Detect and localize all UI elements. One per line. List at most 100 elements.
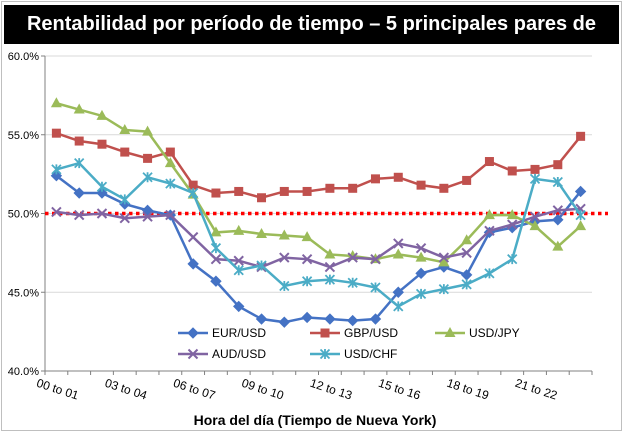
data-point-gbp-usd xyxy=(51,128,61,138)
legend: EUR/USD GBP/USD USD/JPY AUD/USD USD/CHF xyxy=(178,326,520,361)
x-tick-label: 12 to 13 xyxy=(308,376,354,403)
data-point-aud-usd xyxy=(119,213,130,224)
data-point-usd-jpy xyxy=(438,256,450,267)
chart-title: Rentabilidad por período de tiempo – 5 p… xyxy=(4,5,619,74)
data-point-gbp-usd xyxy=(257,193,267,203)
series-line-usd-jpy xyxy=(56,102,582,264)
x-tick-label: 09 to 10 xyxy=(240,376,286,403)
data-point-usd-chf xyxy=(51,164,62,175)
data-point-usd-jpy xyxy=(119,124,131,135)
x-axis-ticks: 00 to 01 03 to 04 06 to 07 09 to 10 12 to 13… xyxy=(35,371,593,403)
legend-item-gbp-usd: GBP/USD xyxy=(310,326,398,340)
series-line-eur-usd xyxy=(55,174,582,324)
y-tick-label: 60.0% xyxy=(8,51,39,63)
data-point-usd-jpy xyxy=(50,97,62,108)
data-point-usd-chf xyxy=(415,288,427,299)
data-point-gbp-usd xyxy=(165,147,175,157)
data-point-usd-chf xyxy=(96,181,108,192)
data-point-usd-chf xyxy=(279,280,290,292)
y-tick-label: 55.0% xyxy=(8,130,39,142)
data-point-gbp-usd xyxy=(143,153,153,163)
data-point-aud-usd xyxy=(507,219,518,230)
data-point-aud-usd xyxy=(370,253,381,265)
data-point-eur-usd xyxy=(50,169,63,182)
data-point-eur-usd xyxy=(255,313,268,325)
data-point-usd-chf xyxy=(210,243,222,254)
data-point-usd-jpy xyxy=(575,220,587,231)
data-point-usd-chf xyxy=(507,254,518,265)
legend-item-aud-usd: AUD/USD xyxy=(178,347,266,361)
data-point-usd-jpy xyxy=(506,209,518,220)
data-point-eur-usd xyxy=(301,311,313,324)
data-point-usd-chf xyxy=(438,283,449,295)
data-point-usd-jpy xyxy=(324,248,336,259)
series-line-aud-usd xyxy=(56,207,581,269)
data-point-usd-chf xyxy=(188,187,199,199)
data-point-usd-jpy xyxy=(233,224,245,235)
y-tick-label: 45.0% xyxy=(8,287,39,299)
legend-swatch-marker xyxy=(187,348,199,360)
data-point-gbp-usd xyxy=(74,136,84,146)
data-point-gbp-usd xyxy=(188,180,198,190)
data-point-aud-usd xyxy=(96,208,108,219)
series-usd-chf xyxy=(51,157,586,312)
x-tick-label: 06 to 07 xyxy=(172,376,218,403)
data-point-aud-usd xyxy=(324,261,336,273)
series-line-usd-chf xyxy=(56,161,582,308)
legend-label: AUD/USD xyxy=(212,347,266,361)
data-point-eur-usd xyxy=(73,187,85,199)
data-point-usd-jpy xyxy=(73,103,85,114)
data-point-aud-usd xyxy=(210,253,222,265)
data-point-gbp-usd xyxy=(484,157,494,167)
data-point-gbp-usd xyxy=(348,183,358,193)
data-point-aud-usd xyxy=(187,231,199,243)
data-point-gbp-usd xyxy=(279,186,289,196)
series-aud-usd xyxy=(51,203,586,273)
data-point-usd-jpy xyxy=(142,125,154,136)
data-point-gbp-usd xyxy=(576,131,586,141)
data-point-aud-usd xyxy=(51,206,62,218)
data-point-eur-usd xyxy=(552,214,564,226)
x-tick-label: 15 to 16 xyxy=(377,376,423,403)
y-tick-label: 40.0% xyxy=(8,366,39,378)
series-gbp-usd xyxy=(51,128,586,203)
data-point-usd-chf xyxy=(484,268,495,279)
data-point-aud-usd xyxy=(142,211,153,222)
data-point-aud-usd xyxy=(415,242,427,254)
data-point-gbp-usd xyxy=(553,160,563,170)
data-point-eur-usd xyxy=(346,314,359,327)
legend-item-usd-chf: USD/CHF xyxy=(310,347,397,361)
data-point-aud-usd xyxy=(73,209,85,221)
data-point-gbp-usd xyxy=(325,183,335,193)
data-point-eur-usd xyxy=(574,185,587,198)
legend-label: EUR/USD xyxy=(212,326,266,340)
data-point-usd-jpy xyxy=(461,234,473,245)
data-point-aud-usd xyxy=(393,238,404,249)
data-point-gbp-usd xyxy=(120,147,130,157)
x-tick-label: 21 to 22 xyxy=(513,376,559,403)
data-point-gbp-usd xyxy=(97,139,107,149)
data-point-eur-usd xyxy=(210,275,222,287)
data-point-usd-chf xyxy=(461,279,472,290)
data-point-usd-jpy xyxy=(210,226,222,237)
y-tick-label: 50.0% xyxy=(8,209,39,221)
data-point-aud-usd xyxy=(438,252,450,263)
legend-item-usd-jpy: USD/JPY xyxy=(435,326,520,340)
data-point-aud-usd xyxy=(347,252,358,263)
legend-item-eur-usd: EUR/USD xyxy=(178,326,266,340)
data-point-aud-usd xyxy=(301,253,313,265)
data-point-aud-usd xyxy=(233,255,244,266)
data-point-aud-usd xyxy=(165,209,176,221)
data-point-eur-usd xyxy=(278,316,291,328)
series-usd-jpy xyxy=(50,97,587,267)
data-point-usd-chf xyxy=(301,276,313,287)
x-axis-label: Hora del día (Tiempo de Nueva York) xyxy=(194,412,437,428)
data-point-gbp-usd xyxy=(234,186,244,196)
data-point-aud-usd xyxy=(461,247,472,259)
data-point-eur-usd xyxy=(96,187,108,199)
data-point-usd-chf xyxy=(552,176,563,188)
data-point-usd-chf xyxy=(393,301,404,312)
series-group xyxy=(50,97,587,328)
data-point-gbp-usd xyxy=(416,180,426,190)
